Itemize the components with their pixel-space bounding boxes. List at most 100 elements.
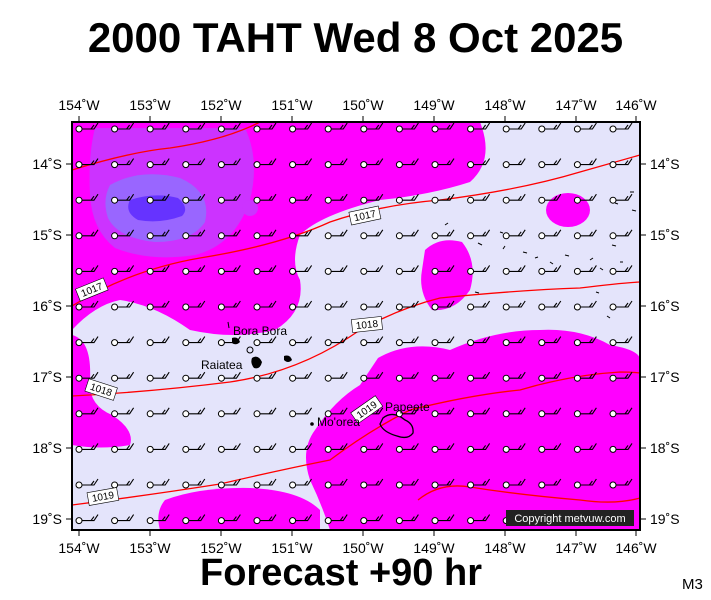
svg-text:146˚W: 146˚W	[615, 97, 657, 113]
wind-barb	[324, 514, 348, 525]
svg-text:15˚S: 15˚S	[650, 227, 680, 243]
wind-barb	[467, 371, 491, 382]
forecast-label: Forecast +90 hr	[200, 552, 482, 594]
lon-labels-bottom: 154˚W 153˚W 152˚W 151˚W 150˚W 149˚W 148˚…	[58, 540, 657, 556]
wind-barb	[217, 371, 241, 382]
wind-barb	[75, 371, 99, 382]
rain-region-northwest-extreme	[128, 195, 186, 222]
wind-barb	[467, 336, 491, 347]
wind-barb	[467, 478, 491, 489]
rain-spot-small	[242, 200, 258, 216]
wind-barb	[609, 336, 633, 347]
wind-barb	[467, 229, 491, 240]
wind-barb	[324, 300, 348, 311]
wind-barb	[573, 478, 597, 489]
wind-barb	[253, 265, 277, 275]
wind-barb	[75, 514, 99, 525]
precipitation-layer	[72, 122, 640, 530]
isobar-label: 1019	[86, 487, 120, 506]
wind-barb	[324, 443, 348, 453]
wind-barb	[111, 514, 135, 525]
svg-text:146˚W: 146˚W	[615, 540, 657, 556]
wind-barb	[360, 265, 384, 275]
wind-barb	[182, 407, 206, 418]
wind-barb	[502, 407, 526, 418]
wind-barb	[217, 336, 241, 347]
wind-barb	[324, 371, 348, 382]
wind-barb	[467, 122, 491, 133]
wind-barb	[431, 371, 455, 382]
wind-barb	[395, 122, 419, 133]
wind-barb	[502, 122, 526, 133]
wind-barb	[217, 229, 241, 240]
place-label: Papeete	[385, 400, 430, 414]
svg-text:153˚W: 153˚W	[129, 97, 171, 113]
isobar-line-1019-south	[417, 485, 640, 503]
bora-bora-pointer	[227, 321, 230, 329]
wind-barb	[395, 193, 419, 204]
wind-barb	[253, 407, 277, 418]
wind-barb	[182, 443, 206, 453]
wind-barb	[502, 300, 526, 311]
svg-text:153˚W: 153˚W	[129, 540, 171, 556]
wind-barb	[573, 407, 597, 418]
svg-text:19˚S: 19˚S	[32, 511, 62, 527]
wind-barb	[146, 229, 170, 240]
svg-text:1018: 1018	[355, 319, 379, 332]
wind-barbs	[75, 122, 633, 525]
wind-barb	[538, 193, 562, 204]
wind-barb	[75, 300, 99, 311]
map-title: 2000 TAHT Wed 8 Oct 2025	[87, 14, 624, 61]
wind-barb	[431, 478, 455, 489]
wind-barb	[467, 265, 491, 275]
wind-barb	[75, 407, 99, 418]
wind-barb	[395, 443, 419, 453]
wind-barb	[217, 407, 241, 418]
wind-barb	[573, 265, 597, 275]
wind-barb	[538, 443, 562, 453]
wind-barb	[111, 371, 135, 382]
wind-barb	[324, 193, 348, 204]
wind-barb	[75, 122, 99, 133]
wind-barb	[253, 478, 277, 489]
wind-barb	[609, 122, 633, 133]
wind-barb	[111, 407, 135, 418]
wind-barb	[217, 158, 241, 169]
wind-barb	[324, 229, 348, 240]
wind-barb	[111, 300, 135, 311]
svg-text:148˚W: 148˚W	[484, 97, 526, 113]
wind-barb	[573, 122, 597, 133]
wind-barb	[111, 229, 135, 240]
moorea-marker	[310, 422, 314, 426]
svg-text:1019: 1019	[91, 490, 115, 505]
wind-barb	[538, 229, 562, 240]
wind-barb	[609, 407, 633, 418]
wind-barb	[360, 514, 384, 525]
wind-barb	[502, 371, 526, 382]
wind-barb	[146, 514, 170, 525]
wind-barb	[75, 265, 99, 275]
wind-barb	[502, 193, 526, 204]
wind-barb	[360, 229, 384, 240]
copyright-box	[506, 510, 634, 526]
wind-barb	[395, 229, 419, 240]
wind-barb	[146, 443, 170, 453]
wind-barb	[609, 371, 633, 382]
wind-barb	[217, 478, 241, 489]
wind-barb	[253, 300, 277, 311]
wind-barb	[324, 122, 348, 133]
wind-barb	[609, 229, 633, 240]
wind-barb	[360, 478, 384, 489]
isobar-label: 1017	[348, 205, 382, 226]
wind-barb	[146, 300, 170, 311]
wind-barb	[253, 443, 277, 453]
svg-text:18˚S: 18˚S	[32, 440, 62, 456]
atolls-tuamotu	[444, 191, 637, 319]
wind-barb	[111, 158, 135, 169]
wind-barb	[146, 265, 170, 275]
wind-barb	[182, 336, 206, 347]
wind-barb	[182, 193, 206, 204]
island-raiatea	[251, 356, 262, 369]
svg-text:151˚W: 151˚W	[271, 97, 313, 113]
wind-barb	[75, 336, 99, 347]
